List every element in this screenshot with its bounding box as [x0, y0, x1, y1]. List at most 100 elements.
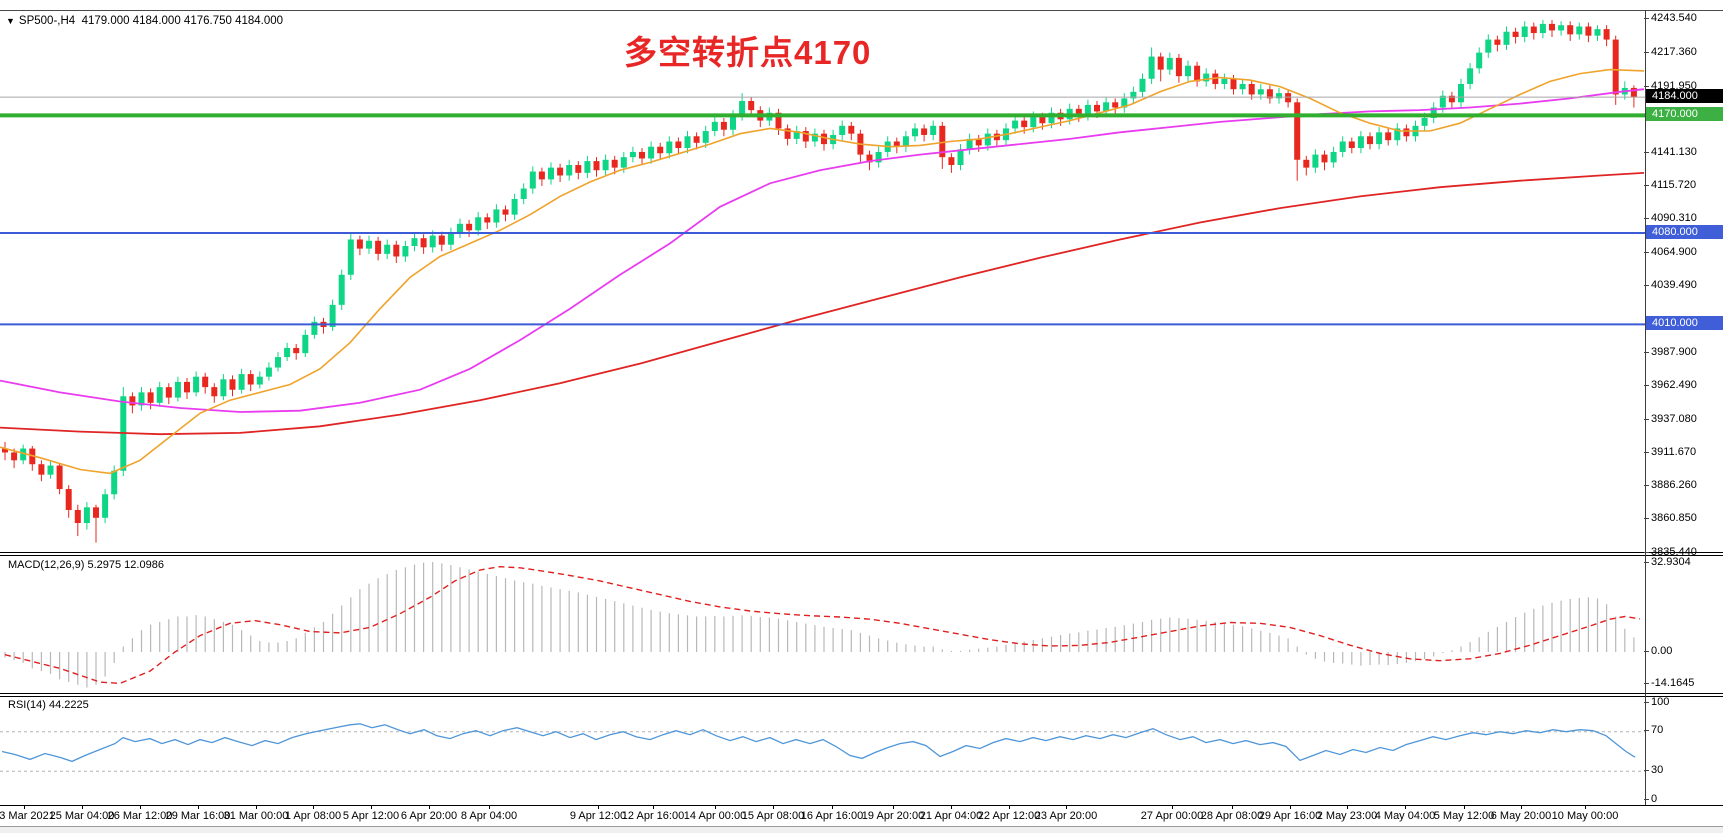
candle-body [1530, 26, 1537, 34]
candle-body [83, 507, 90, 524]
price-axis-label: 4064.900 [1644, 246, 1697, 258]
candle-body [293, 347, 300, 354]
candle-body [256, 376, 263, 385]
price-axis-label: 4090.310 [1644, 212, 1697, 224]
candle-body [1048, 112, 1055, 124]
time-axis-border [0, 805, 1723, 806]
time-axis-tick [429, 805, 430, 809]
price-badge: 4184.000 [1646, 89, 1723, 103]
candle-body [1248, 84, 1255, 95]
time-axis-tick [832, 805, 833, 809]
candle-body [47, 465, 54, 475]
time-axis-label: 2 May 23:00 [1316, 810, 1378, 822]
time-axis-label: 16 Apr 16:00 [800, 810, 864, 822]
candle-body [548, 167, 554, 180]
candle-body [1467, 68, 1474, 85]
ohlc-open: 4179.000 [81, 15, 130, 27]
candle-body [275, 357, 281, 368]
candle-body [1030, 116, 1037, 128]
candle-body [966, 138, 973, 150]
time-axis-label: 19 Apr 20:00 [861, 810, 925, 822]
rsi-chart-canvas[interactable] [0, 696, 1723, 805]
candle-body [466, 223, 473, 231]
candle-body [1103, 102, 1110, 112]
candle-body [1485, 39, 1492, 53]
candle-body [1285, 93, 1292, 103]
symbol-dropdown-icon[interactable]: ▼ [6, 16, 15, 26]
candle-body [1539, 23, 1546, 34]
ma-slow-red [0, 172, 1645, 436]
price-axis-label: 4217.360 [1644, 46, 1697, 58]
time-axis-label: 23 Apr 20:00 [1034, 810, 1098, 822]
candle-body [720, 121, 727, 130]
panel-separator[interactable] [0, 696, 1723, 697]
time-axis-label: 14 Apr 00:00 [683, 810, 747, 822]
candle-body [584, 161, 591, 173]
time-axis-tick [598, 805, 599, 809]
candle-body [1203, 73, 1210, 82]
candle-body [784, 128, 791, 139]
candle-body [1075, 108, 1082, 116]
time-axis-tick [893, 805, 894, 809]
candle-body [739, 100, 746, 116]
ohlc-high: 4184.000 [132, 15, 181, 27]
macd-axis-label: -14.1645 [1643, 677, 1695, 689]
candle-body [1385, 132, 1392, 141]
candle-body [1494, 39, 1501, 45]
price-axis-label: 4115.720 [1643, 179, 1697, 191]
candle-body [529, 171, 536, 189]
candle-body [129, 396, 136, 406]
macd-chart-canvas[interactable] [0, 556, 1723, 693]
candle-body [329, 304, 336, 328]
candle-body [775, 112, 782, 129]
candle-body [475, 217, 482, 231]
time-axis-label: 29 Apr 16:00 [1258, 810, 1322, 822]
candle-body [602, 159, 609, 171]
candle-body [484, 217, 491, 223]
window-bottom-border [0, 826, 1723, 827]
candle-body [393, 244, 400, 257]
candle-body [1421, 117, 1428, 126]
candle-body [1166, 57, 1173, 70]
candle-body [1194, 65, 1201, 82]
time-axis-label: 5 May 12:00 [1433, 810, 1495, 822]
candle-body [557, 167, 564, 176]
candle-body [902, 136, 909, 147]
chart-top-border [0, 10, 1723, 11]
candle-body [411, 238, 418, 247]
candle-body [138, 392, 145, 406]
time-axis-tick [773, 805, 774, 809]
candle-body [1230, 78, 1237, 90]
candle-body [1339, 141, 1346, 152]
candle-body [730, 115, 736, 130]
candle-body [1585, 26, 1592, 36]
price-axis-line [1645, 10, 1646, 805]
time-axis-label: 4 May 04:00 [1374, 810, 1436, 822]
candle-body [957, 149, 964, 166]
candle-body [1330, 151, 1337, 163]
candle-body [1139, 78, 1146, 92]
candle-body [821, 133, 827, 145]
candle-body [711, 121, 718, 132]
candle-body [657, 146, 664, 154]
main-chart-canvas[interactable] [0, 10, 1723, 553]
candle-body [366, 240, 372, 249]
price-axis-label: 3860.850 [1644, 512, 1697, 524]
time-axis-label: 8 Apr 04:00 [460, 810, 518, 822]
panel-separator[interactable] [0, 552, 1723, 553]
symbol-timeframe-label: SP500-,H4 [18, 15, 76, 27]
panel-separator[interactable] [0, 693, 1723, 694]
candle-body [74, 509, 81, 524]
panel-separator[interactable] [0, 555, 1723, 556]
candle-body [1594, 29, 1601, 36]
time-axis-label: 21 Apr 04:00 [919, 810, 983, 822]
rsi-axis-label: 70 [1643, 724, 1664, 736]
time-axis-tick [1585, 805, 1586, 809]
time-axis-label: 5 Apr 12:00 [342, 810, 400, 822]
macd-axis-label: 32.9304 [1644, 556, 1691, 568]
candle-body [1148, 56, 1155, 79]
candle-body [147, 392, 154, 403]
candle-body [1112, 102, 1119, 108]
candle-body [611, 159, 618, 168]
time-axis-label: 6 Apr 20:00 [400, 810, 458, 822]
